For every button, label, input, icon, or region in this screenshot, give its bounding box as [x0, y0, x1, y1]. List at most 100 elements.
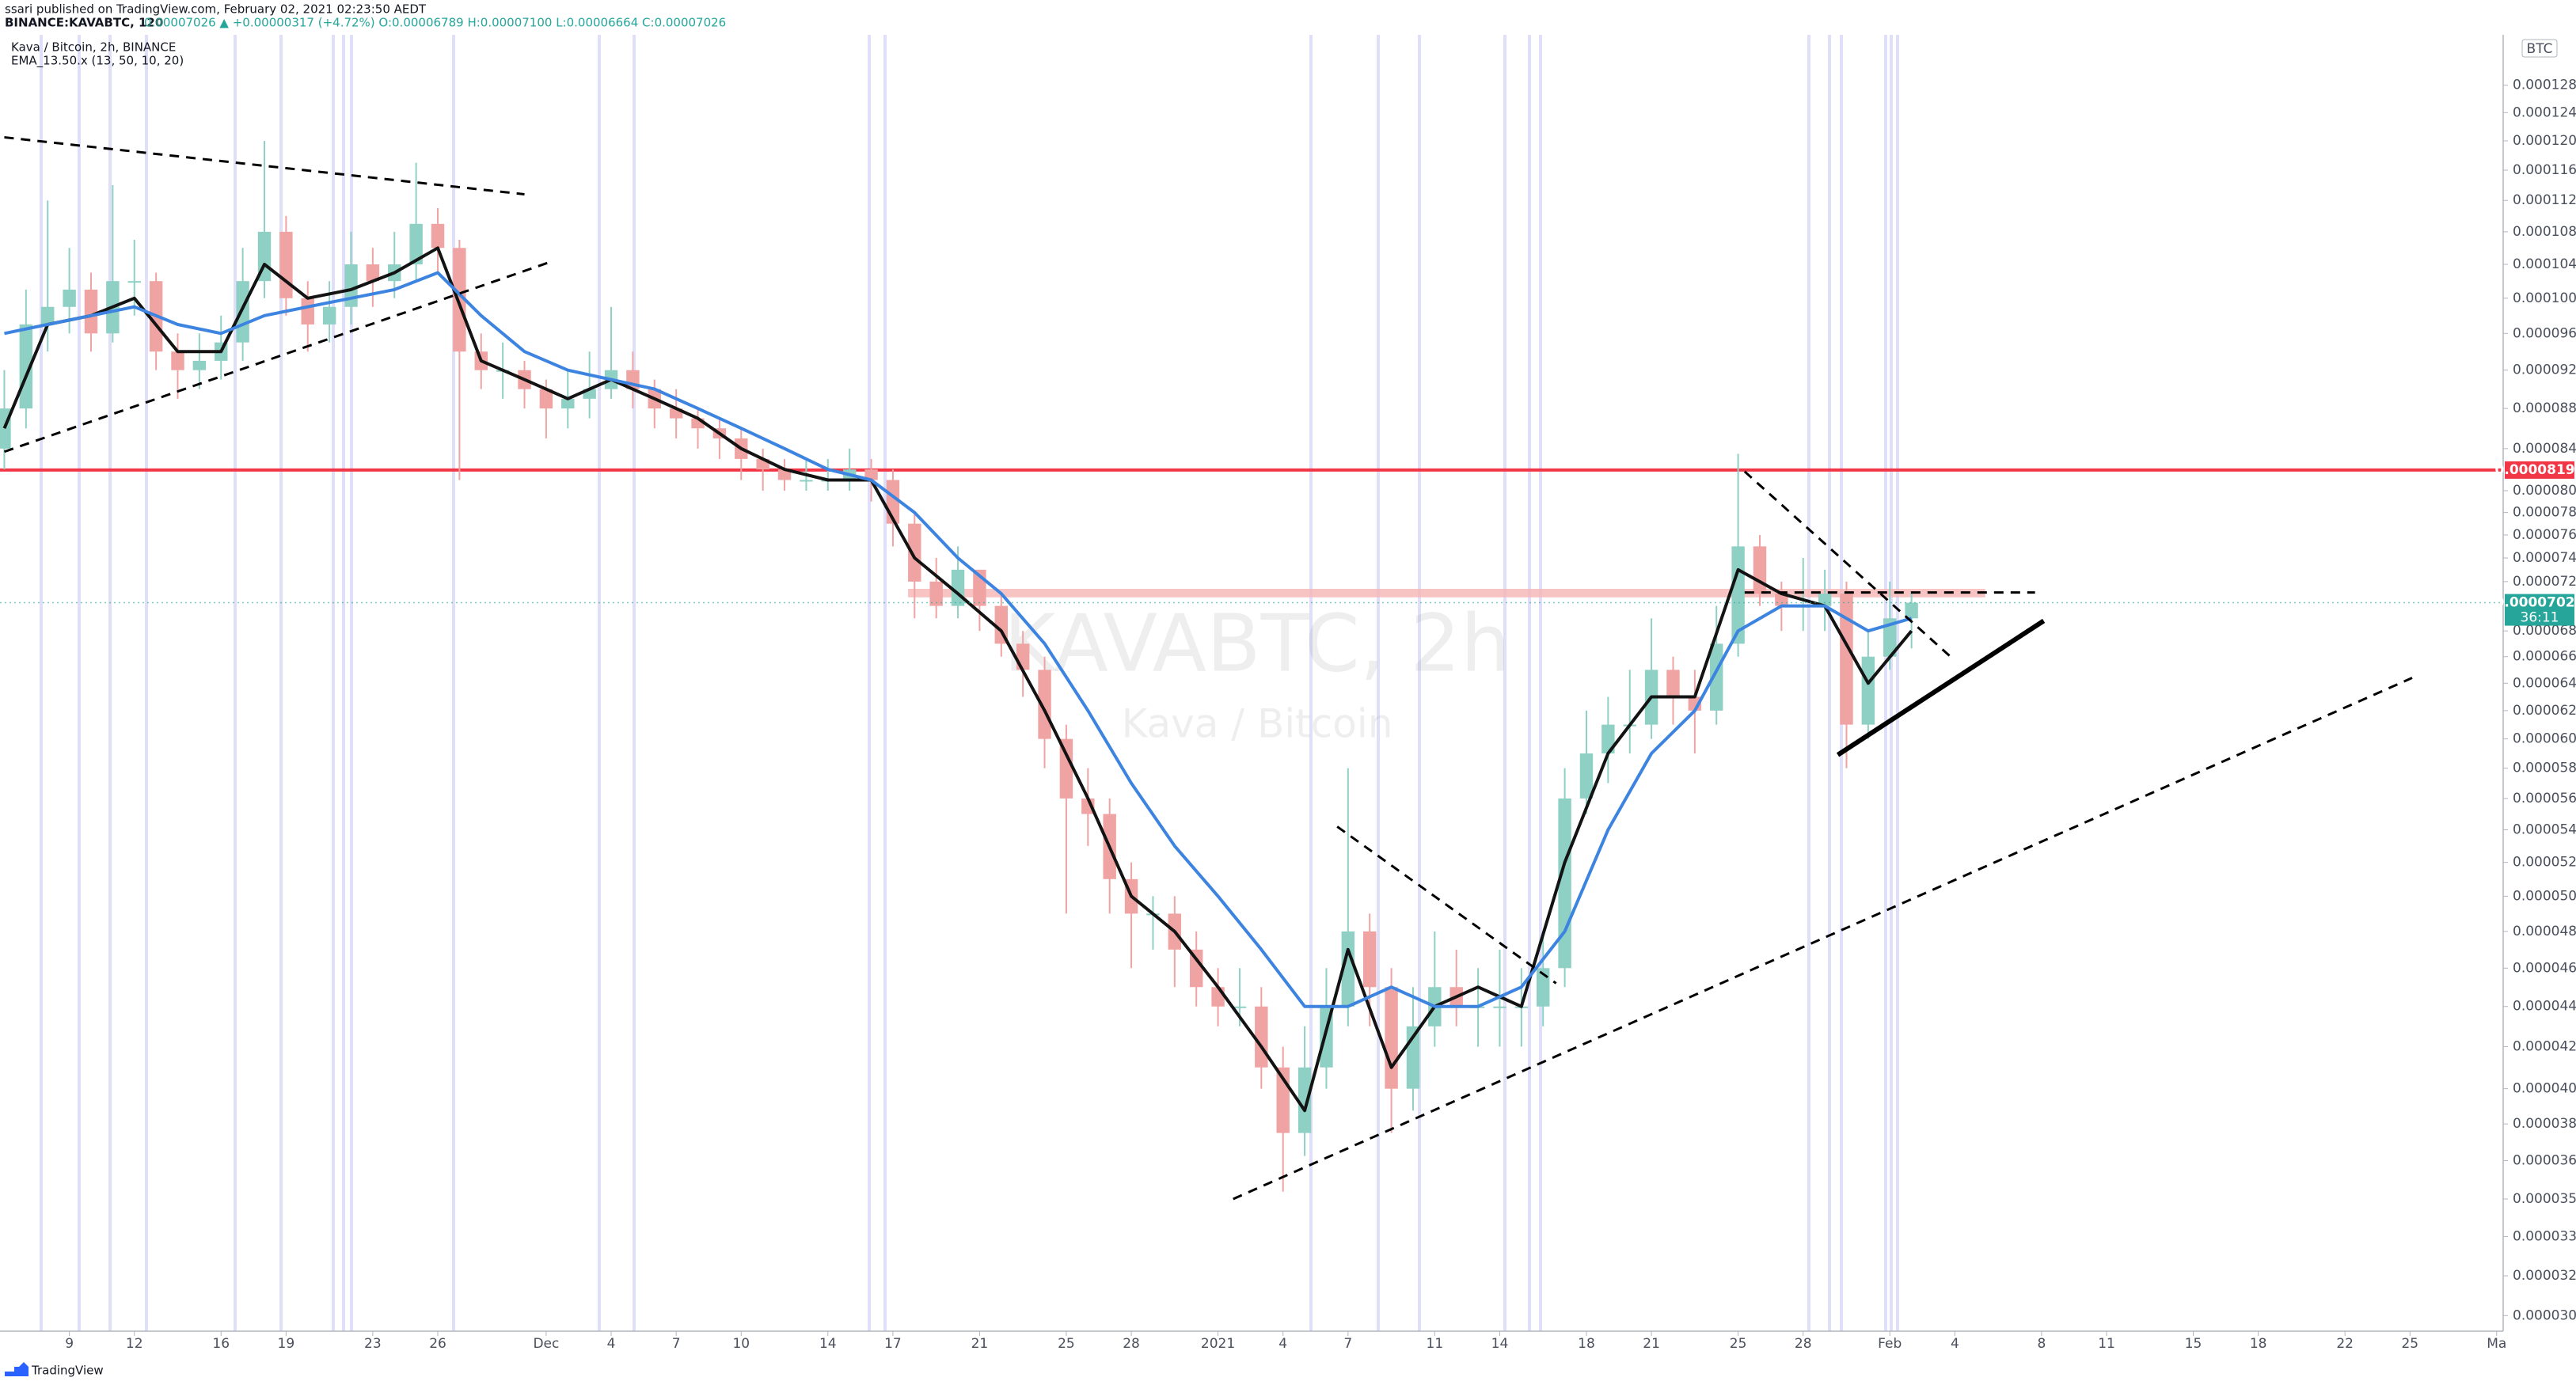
x-tick-label: 2021 — [1201, 1336, 1235, 1352]
session-highlight — [1896, 35, 1899, 1331]
y-tick-label: 0.00003370 — [2513, 1228, 2576, 1244]
x-tick-label: 23 — [364, 1336, 382, 1352]
candle-body — [41, 306, 55, 324]
y-tick-label: 0.00004600 — [2513, 960, 2576, 976]
candle-body — [171, 351, 184, 370]
candle-body — [453, 248, 466, 352]
session-highlight — [279, 35, 283, 1331]
y-tick-label: 0.00006000 — [2513, 731, 2576, 747]
y-tick-label: 0.00011200 — [2513, 192, 2576, 208]
candle-body — [1840, 594, 1853, 725]
y-tick-label: 0.00009200 — [2513, 362, 2576, 378]
trend-line — [3, 260, 551, 453]
session-highlight — [350, 35, 353, 1331]
trend-line — [1836, 618, 2046, 757]
ema-line — [2, 246, 1913, 1113]
candle-body — [409, 223, 423, 265]
y-tick-label: 0.00010000 — [2513, 290, 2576, 306]
candle-body — [908, 523, 921, 582]
session-highlight — [234, 35, 237, 1331]
candle-body — [800, 480, 813, 482]
candle-body — [279, 231, 293, 298]
session-highlight — [1503, 35, 1506, 1331]
resistance-zone — [908, 589, 1985, 598]
x-tick-label: 14 — [819, 1336, 837, 1352]
y-tick-label: 0.00005600 — [2513, 791, 2576, 806]
candle-body — [1233, 1006, 1247, 1008]
y-tick-label: 0.00004800 — [2513, 924, 2576, 939]
x-tick-label: 7 — [672, 1336, 681, 1352]
candle-body — [1211, 987, 1225, 1007]
candle-body — [1362, 931, 1377, 988]
candle-body — [1016, 643, 1030, 670]
x-tick-label: 10 — [732, 1336, 750, 1352]
x-tick-label: 25 — [1058, 1336, 1075, 1352]
candle-body — [1059, 738, 1073, 799]
session-highlight — [1884, 35, 1887, 1331]
watermark: KAVABTC, 2h — [1004, 597, 1510, 689]
currency-box — [2521, 39, 2558, 58]
x-tick-label: 7 — [1343, 1336, 1352, 1352]
y-tick-label: 0.00006200 — [2513, 703, 2576, 719]
x-tick-label: 22 — [2336, 1336, 2354, 1352]
plot-area: KAVABTC, 2h Kava / Bitcoin — [0, 35, 2503, 1331]
y-tick-label: 0.00009600 — [2513, 325, 2576, 341]
x-tick-label: 25 — [1730, 1336, 1747, 1352]
candle-body — [929, 581, 943, 606]
candle-body — [1883, 618, 1897, 657]
session-highlight — [1890, 35, 1893, 1331]
y-tick-label: 0.00007400 — [2513, 550, 2576, 566]
x-tick-label: 4 — [1279, 1336, 1287, 1352]
x-tick-label: 21 — [971, 1336, 989, 1352]
publisher-line: ssari published on TradingView.com, Febr… — [5, 2, 427, 17]
brand-logo — [5, 1362, 28, 1376]
y-tick-label: 0.00008800 — [2513, 400, 2576, 416]
candle-body — [1341, 931, 1355, 1007]
y-tick-label: 0.00007200 — [2513, 574, 2576, 590]
y-tick-label: 0.00003680 — [2513, 1153, 2576, 1169]
x-tick-label: Ma — [2487, 1336, 2506, 1352]
currency-label: BTC — [2527, 41, 2553, 57]
y-tick-label: 0.00012400 — [2513, 104, 2576, 120]
x-tick-label: 15 — [2185, 1336, 2202, 1352]
x-tick-label: Dec — [533, 1336, 559, 1352]
candle-body — [192, 360, 207, 370]
session-highlight — [1528, 35, 1531, 1331]
candle-body — [1558, 798, 1571, 969]
y-tick-label: 0.00004400 — [2513, 999, 2576, 1015]
session-highlight — [598, 35, 601, 1331]
session-highlight — [78, 35, 81, 1331]
y-tick-label: 0.00006600 — [2513, 649, 2576, 665]
candle-body — [1493, 1006, 1506, 1008]
candle-body — [1601, 724, 1615, 753]
candle-body — [1861, 656, 1875, 725]
candle-body — [1189, 949, 1203, 988]
y-tick-label: 0.00012000 — [2513, 133, 2576, 149]
candle-body — [1666, 670, 1680, 697]
session-highlight — [342, 35, 345, 1331]
trend-line — [1743, 470, 1951, 658]
candle-body — [63, 289, 76, 307]
x-tick-label: 26 — [429, 1336, 446, 1352]
x-tick-label: 8 — [2037, 1336, 2046, 1352]
candle-body — [1775, 594, 1788, 606]
x-tick-label: 18 — [2250, 1336, 2267, 1352]
session-highlight — [633, 35, 636, 1331]
y-tick-label: 0.00012800 — [2513, 78, 2576, 93]
candle-body — [1038, 670, 1051, 739]
y-tick-label: 0.00006800 — [2513, 623, 2576, 639]
session-highlight — [1828, 35, 1831, 1331]
candle-body — [1255, 1006, 1268, 1068]
session-highlight — [145, 35, 148, 1331]
symbol-line: BINANCE:KAVABTC, 120 — [5, 16, 163, 30]
session-highlight — [1418, 35, 1421, 1331]
y-tick-label: 0.00006400 — [2513, 675, 2576, 691]
session-highlight — [1377, 35, 1380, 1331]
y-tick-label: 0.00010800 — [2513, 224, 2576, 240]
x-tick-label: 18 — [1578, 1336, 1595, 1352]
y-tick-label: 0.00005400 — [2513, 822, 2576, 837]
x-tick-label: 28 — [1795, 1336, 1812, 1352]
